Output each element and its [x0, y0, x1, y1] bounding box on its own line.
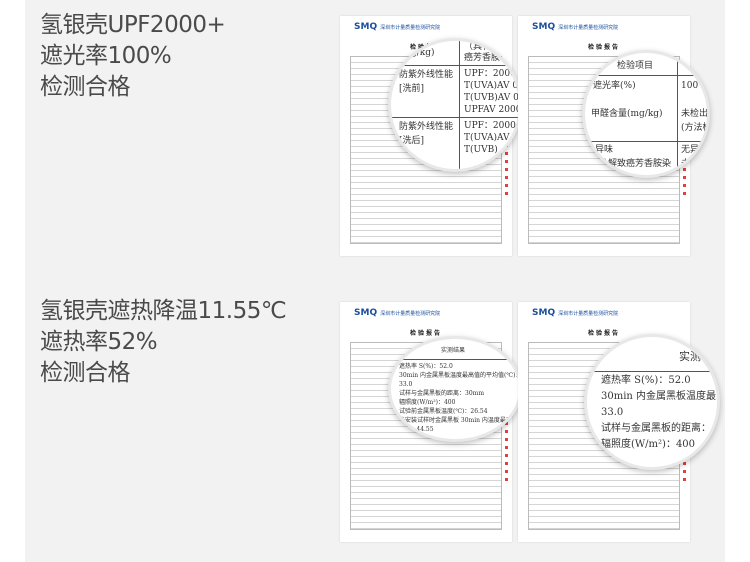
report-title: 检验报告	[587, 330, 620, 337]
magnified-text: 实测结果	[441, 347, 466, 354]
magnified-text: 甲醛含量(mg/kg)	[591, 109, 663, 119]
magnified-text: 防紫外线性能	[399, 70, 454, 80]
magnified-text: T(UVA)AV 0.0	[464, 81, 522, 91]
magnified-text: [洗后]	[399, 136, 425, 146]
magnified-text: 30min 内金属黑板温度最高值的平均值(℃)：	[399, 372, 522, 379]
smq-logo: SMQ 深圳市计量质量检测研究院	[532, 22, 619, 32]
magnified-text: [洗前]	[399, 84, 425, 94]
magnified-text: 试样与金属黑板的距离：30mm	[399, 390, 485, 397]
magnified-text: 100	[681, 81, 699, 91]
magnified-text: 检验项目	[617, 61, 654, 71]
magnified-text: g/kg)	[411, 48, 435, 58]
magnified-text: 试验前金属黑板温度(℃)：26.54	[399, 408, 488, 415]
stamp	[505, 422, 508, 482]
magnified-text: 未安装试样时金属黑板 30min 内温度最高值	[399, 417, 518, 424]
claim-line: 氢银壳遮热降温11.55℃	[40, 298, 287, 324]
magnified-text: T(UVB)	[464, 145, 498, 155]
heat-claim: 氢银壳遮热降温11.55℃ 遮热率52% 检测合格	[40, 296, 287, 389]
magnified-text: T(UVA)AV	[464, 133, 510, 143]
magnified-text: 33.0	[601, 407, 624, 418]
table-line	[459, 41, 460, 169]
magnified-text: 33.0	[399, 381, 413, 388]
table-line	[585, 141, 707, 142]
magnified-text: UPFAV 2000	[464, 105, 522, 115]
magnified-text: 未检	[681, 159, 700, 169]
magnified-text: 遮热率 S(%)：52.0	[399, 363, 453, 370]
magnified-text: 无异味	[681, 145, 709, 155]
magnified-text: UPF：2000	[464, 121, 516, 131]
smq-logo: SMQ 深圳市计量质量检测研究院	[354, 22, 441, 32]
claim-line: 检测合格	[40, 360, 131, 386]
table-line	[585, 75, 707, 76]
table-line	[391, 117, 519, 118]
table-line	[587, 371, 717, 372]
table-line	[677, 53, 678, 175]
table-line	[391, 359, 519, 360]
claim-line: 氢银壳UPF2000+	[40, 12, 226, 38]
magnified-text: 辐照度(W/m²)：400	[399, 399, 456, 406]
claim-line: 检测合格	[40, 74, 131, 100]
magnified-text: 遮热率 S(%)：52.0	[601, 375, 691, 386]
magnified-text: 分解致癌芳香胺染	[599, 159, 672, 169]
smq-logo: SMQ 深圳市计量质量检测研究院	[354, 308, 441, 318]
magnified-text: 未检出	[681, 109, 709, 119]
magnified-text: 30min 内金属黑板温度最高	[601, 391, 720, 402]
stamp	[505, 136, 508, 196]
magnified-text: 实测	[679, 350, 701, 363]
magnified-text: (方法检	[681, 123, 710, 133]
magnified-text: UPF：2000	[464, 69, 516, 79]
magnified-text: 试样与金属黑板的距离：	[601, 423, 711, 434]
magnified-text: （具有	[464, 42, 492, 52]
magnifier-heat-2: 实测 遮热率 S(%)：52.0 30min 内金属黑板温度最高 33.0 试样…	[584, 334, 720, 470]
magnified-text: (℃)：44.55	[399, 426, 434, 433]
magnified-text: T(UVB)AV 0.0	[464, 93, 522, 103]
magnified-text: 遮光率(%)	[593, 81, 636, 91]
magnified-text: 癌芳香胺	[464, 53, 501, 63]
claim-line: 遮热率52%	[40, 329, 158, 355]
magnifier-shading: 检验项目 遮光率(%) 100 甲醛含量(mg/kg) 未检出 (方法检 异味 …	[582, 50, 710, 178]
report-title: 检验报告	[409, 330, 442, 337]
upf-claim: 氢银壳UPF2000+ 遮光率100% 检测合格	[40, 10, 226, 103]
table-line	[391, 65, 519, 66]
magnified-text: 异味	[595, 145, 614, 155]
magnified-text: 辐照度(W/m²)：400	[601, 439, 696, 450]
magnified-text: 防紫外线性能	[399, 122, 454, 132]
claim-line: 遮光率100%	[40, 43, 172, 69]
smq-logo: SMQ 深圳市计量质量检测研究院	[532, 308, 619, 318]
magnifier-upf: g/kg) （具有 癌芳香胺 防紫外线性能 [洗前] UPF：2000 T(UV…	[388, 38, 522, 172]
stamp	[683, 136, 686, 196]
report-title: 检验报告	[587, 44, 620, 51]
magnifier-heat-1: 实测结果 遮热率 S(%)：52.0 30min 内金属黑板温度最高值的平均值(…	[388, 336, 522, 442]
